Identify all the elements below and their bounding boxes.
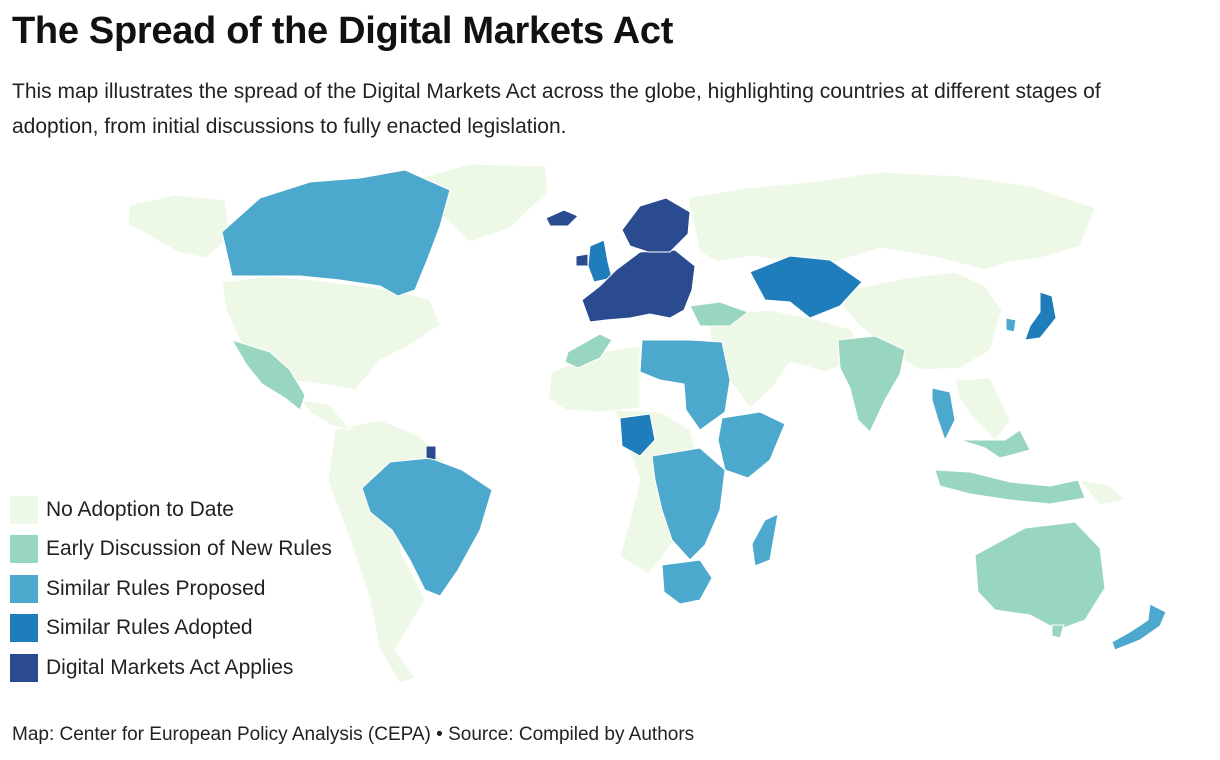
region-canada [221,169,451,297]
region-morocco [564,333,613,369]
legend-swatch [10,495,38,524]
page-title: The Spread of the Digital Markets Act [12,10,674,52]
region-south-africa [661,559,713,605]
source-footer: Map: Center for European Policy Analysis… [12,724,695,745]
legend-label: Early Discussion of New Rules [46,537,332,561]
legend-label: Similar Rules Proposed [46,576,266,600]
region-nigeria [619,413,656,457]
region-russia [687,171,1096,271]
region-french-guiana [425,445,437,461]
similar-adopted-regions [587,239,1057,457]
page-subtitle: This map illustrates the spread of the D… [12,80,1101,138]
region-japan [1024,291,1057,341]
similar-proposed-regions [221,169,1167,651]
legend-swatch [10,574,38,603]
region-horn-of-africa [717,411,786,479]
legend-label: No Adoption to Date [46,497,234,521]
region-united-kingdom [587,239,613,283]
region-scandinavia [621,197,691,253]
dma-applies-regions [425,197,696,461]
region-papua [1078,479,1127,506]
early-discussion-regions [230,301,1106,639]
region-thailand [931,387,956,442]
region-east-central-africa [651,447,726,561]
legend-item-dma-applies: Digital Markets Act Applies [10,648,332,688]
region-tasmania [1051,624,1065,639]
map-legend: No Adoption to Date Early Discussion of … [10,490,332,688]
region-alaska [127,194,231,259]
legend-item-similar-proposed: Similar Rules Proposed [10,569,332,609]
legend-label: Digital Markets Act Applies [46,655,294,679]
region-iceland [545,209,579,227]
region-turkey [689,301,750,327]
region-indonesia [934,469,1086,505]
region-ireland [575,253,589,267]
region-south-korea [1005,317,1017,333]
region-north-west-africa [547,345,641,413]
region-india [837,335,906,433]
region-central-america [298,399,352,431]
region-north-east-africa [639,339,731,431]
region-europe-mainland [581,249,696,323]
region-new-zealand [1111,603,1167,651]
region-southeast-asia [954,377,1011,441]
region-mexico [230,339,306,411]
region-australia [974,521,1106,631]
region-kazakhstan [749,255,863,319]
world-map [127,163,1167,684]
legend-item-similar-adopted: Similar Rules Adopted [10,609,332,649]
legend-swatch [10,535,38,564]
legend-swatch [10,614,38,643]
legend-swatch [10,653,38,682]
region-malaysia-philippines [959,429,1031,459]
legend-label: Similar Rules Adopted [46,616,253,640]
region-madagascar [751,513,779,567]
legend-item-no-adoption: No Adoption to Date [10,490,332,530]
legend-item-early-discussion: Early Discussion of New Rules [10,530,332,570]
